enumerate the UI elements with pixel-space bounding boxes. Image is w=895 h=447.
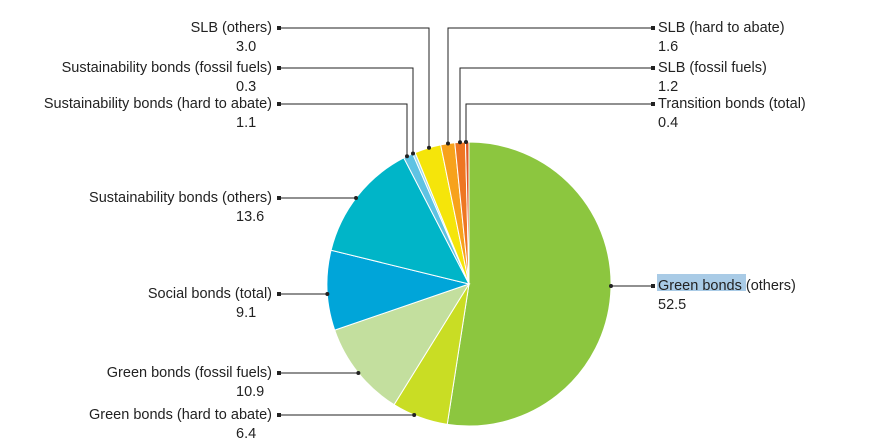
leader-square-slb-others bbox=[277, 26, 281, 30]
text-selection-highlight bbox=[657, 274, 746, 291]
slice-value-social-bonds-total: 9.1 bbox=[236, 305, 256, 321]
slice-value-sustainability-bonds-hard-to-abate: 1.1 bbox=[236, 115, 256, 131]
leader-dot-sustainability-bonds-others bbox=[354, 196, 358, 200]
leader-dot-transition-bonds-total bbox=[464, 140, 468, 145]
leader-square-green-bonds-others bbox=[651, 284, 655, 288]
leader-dot-sustainability-bonds-hard-to-abate bbox=[405, 154, 409, 159]
leader-square-slb-hard-to-abate bbox=[651, 26, 655, 30]
slice-labels: Green bonds (others) 52.5 Green bonds (har… bbox=[44, 20, 806, 442]
leader-square-slb-fossil-fuels bbox=[651, 66, 655, 70]
slice-label-social-bonds-total: Social bonds (total) bbox=[148, 286, 272, 302]
leader-dot-slb-others bbox=[427, 145, 431, 150]
slice-label-green-bonds-hard-to-abate: Green bonds (hard to abate) bbox=[89, 407, 272, 423]
slice-value-transition-bonds-total: 0.4 bbox=[658, 115, 678, 131]
leader-line-slb-others bbox=[279, 27, 430, 148]
slice-value-sustainability-bonds-others: 13.6 bbox=[236, 209, 264, 225]
leader-dot-slb-hard-to-abate bbox=[446, 141, 450, 146]
leader-square-green-bonds-hard-to-abate bbox=[277, 413, 281, 417]
leader-line-sustainability-bonds-hard-to-abate bbox=[279, 103, 408, 157]
leader-line-slb-fossil-fuels bbox=[459, 67, 653, 143]
leader-dot-slb-fossil-fuels bbox=[458, 140, 462, 145]
pie-slice-social-bonds-total bbox=[326, 249, 471, 331]
slice-value-slb-hard-to-abate: 1.6 bbox=[658, 39, 678, 55]
leader-square-green-bonds-fossil-fuels bbox=[277, 371, 281, 375]
leader-square-transition-bonds-total bbox=[651, 102, 655, 106]
slice-label-green-bonds-others: Green bonds (others) bbox=[658, 278, 796, 294]
slice-value-green-bonds-others: 52.5 bbox=[658, 297, 686, 313]
slice-label-sustainability-bonds-others: Sustainability bonds (others) bbox=[89, 190, 272, 206]
leader-square-social-bonds-total bbox=[277, 292, 281, 296]
leader-square-sustainability-bonds-others bbox=[277, 196, 281, 200]
slice-label-slb-others: SLB (others) bbox=[191, 20, 272, 36]
pie-slice-green-bonds-others bbox=[446, 141, 612, 427]
leader-square-sustainability-bonds-hard-to-abate bbox=[277, 102, 281, 106]
pie-slice-sustainability-bonds-others bbox=[330, 157, 470, 285]
slice-label-sustainability-bonds-hard-to-abate: Sustainability bonds (hard to abate) bbox=[44, 96, 272, 112]
pie-slices bbox=[326, 141, 612, 427]
leader-dot-social-bonds-total bbox=[325, 292, 330, 296]
leader-line-sustainability-bonds-fossil-fuels bbox=[279, 67, 414, 154]
leader-square-sustainability-bonds-fossil-fuels bbox=[277, 66, 281, 70]
slice-value-green-bonds-fossil-fuels: 10.9 bbox=[236, 384, 264, 400]
slice-label-green-bonds-fossil-fuels: Green bonds (fossil fuels) bbox=[107, 365, 272, 381]
slice-label-slb-hard-to-abate: SLB (hard to abate) bbox=[658, 20, 785, 36]
leader-line-transition-bonds-total bbox=[465, 103, 653, 143]
slice-value-green-bonds-hard-to-abate: 6.4 bbox=[236, 426, 256, 442]
leader-dot-sustainability-bonds-fossil-fuels bbox=[411, 151, 415, 156]
leader-dot-green-bonds-hard-to-abate bbox=[412, 413, 417, 417]
slice-label-sustainability-bonds-fossil-fuels: Sustainability bonds (fossil fuels) bbox=[62, 60, 272, 76]
slice-value-slb-fossil-fuels: 1.2 bbox=[658, 79, 678, 95]
leader-dot-green-bonds-others bbox=[608, 284, 613, 288]
leader-line-slb-hard-to-abate bbox=[447, 27, 653, 144]
slice-value-slb-others: 3.0 bbox=[236, 39, 256, 55]
slice-label-slb-fossil-fuels: SLB (fossil fuels) bbox=[658, 60, 767, 76]
leader-dot-green-bonds-fossil-fuels bbox=[356, 371, 361, 375]
leader-lines bbox=[277, 26, 655, 417]
slice-label-transition-bonds-total: Transition bonds (total) bbox=[658, 96, 806, 112]
slice-value-sustainability-bonds-fossil-fuels: 0.3 bbox=[236, 79, 256, 95]
